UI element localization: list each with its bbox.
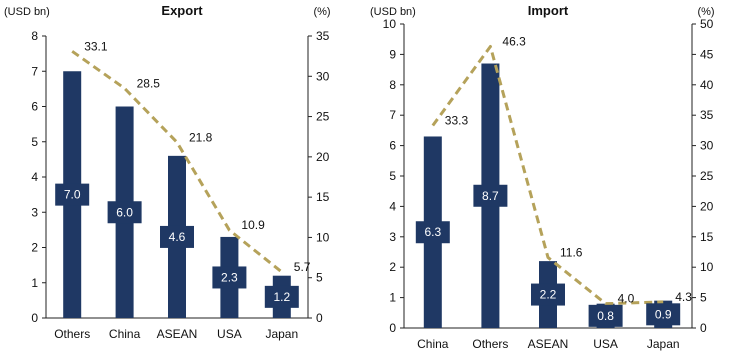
export-bar-value-label: 2.3 <box>221 270 238 284</box>
import-bar-value-label: 8.7 <box>482 189 499 203</box>
export-left-tick-label: 4 <box>31 170 38 184</box>
import-right-tick-label: 25 <box>700 169 714 183</box>
export-bar-label-box <box>55 183 90 206</box>
import-left-tick-label: 10 <box>383 17 397 31</box>
import-left-tick-label: 0 <box>389 321 396 335</box>
export-line-value-label: 21.8 <box>189 130 213 144</box>
export-left-tick-label: 8 <box>31 29 38 43</box>
import-left-tick-label: 6 <box>389 139 396 153</box>
import-chart-title: Import <box>528 3 569 18</box>
import-bar-value-label: 6.3 <box>424 225 441 239</box>
import-left-tick-label: 7 <box>389 108 396 122</box>
export-right-tick-label: 25 <box>316 110 330 124</box>
export-left-tick-label: 6 <box>31 100 38 114</box>
export-bar-value-label: 4.6 <box>169 230 186 244</box>
export-line-value-label: 33.1 <box>84 39 108 53</box>
export-right-tick-label: 30 <box>316 69 330 83</box>
export-left-tick-label: 2 <box>31 241 38 255</box>
export-bar-value-label: 6.0 <box>116 205 133 219</box>
import-right-tick-label: 10 <box>700 260 714 274</box>
import-left-tick-label: 1 <box>389 291 396 305</box>
import-right-tick-label: 0 <box>700 321 707 335</box>
import-right-axis-unit: (%) <box>697 6 714 18</box>
import-bar-value-label: 2.2 <box>540 288 557 302</box>
import-bar-value-label: 0.9 <box>655 307 672 321</box>
import-right-tick-label: 50 <box>700 17 714 31</box>
import-bar-label-box <box>646 303 681 326</box>
import-left-tick-label: 5 <box>389 169 396 183</box>
import-left-axis-unit: (USD bn) <box>370 6 416 18</box>
export-left-tick-label: 1 <box>31 276 38 290</box>
import-right-tick-label: 30 <box>700 139 714 153</box>
import-right-tick-label: 35 <box>700 108 714 122</box>
import-chart: Import(USD bn) (%)01234567891005101520253… <box>370 3 715 351</box>
export-category-label: Others <box>54 327 90 341</box>
import-line-value-label: 11.6 <box>560 245 583 259</box>
import-bar-label-box <box>415 221 450 244</box>
export-left-tick-label: 3 <box>31 205 38 219</box>
import-right-tick-label: 5 <box>700 291 707 305</box>
import-bar-label-box <box>473 184 508 207</box>
export-left-axis-unit: (USD bn) <box>4 6 50 18</box>
import-left-tick-label: 2 <box>389 260 396 274</box>
import-right-tick-label: 40 <box>700 78 714 92</box>
import-right-tick-label: 45 <box>700 47 714 61</box>
export-line-value-label: 5.7 <box>294 260 311 274</box>
export-left-tick-label: 0 <box>31 311 38 325</box>
import-left-tick-label: 8 <box>389 78 396 92</box>
import-left-tick-label: 4 <box>389 199 396 213</box>
export-right-tick-label: 0 <box>316 311 323 325</box>
import-category-label: Japan <box>647 337 680 351</box>
export-left-tick-label: 5 <box>31 135 38 149</box>
import-right-tick-label: 20 <box>700 199 714 213</box>
export-line-value-label: 28.5 <box>137 76 161 90</box>
export-right-axis-unit: (%) <box>313 6 330 18</box>
export-bar-label-box <box>107 201 142 224</box>
export-category-label: USA <box>217 327 242 341</box>
export-chart: Export (USD bn) (%) 0 1 2 3 4 5 6 7 8 0 5 10 15 20 25 30 35… <box>4 3 331 341</box>
export-share-line <box>71 50 283 274</box>
export-category-label: China <box>109 327 141 341</box>
export-right-tick-label: 35 <box>316 29 330 43</box>
import-bar-label-box <box>588 304 623 327</box>
export-right-tick-label: 10 <box>316 230 330 244</box>
export-category-label: Japan <box>265 327 298 341</box>
import-right-tick-label: 15 <box>700 230 714 244</box>
import-line-value-label: 33.3 <box>445 114 469 128</box>
import-bar-label-box <box>531 283 565 306</box>
export-bar-label-box <box>264 285 299 308</box>
export-bar-value-label: 7.0 <box>64 188 81 202</box>
import-line-value-label: 46.3 <box>502 34 526 48</box>
export-bar-value-label: 1.2 <box>273 290 290 304</box>
import-line-value-label: 4.3 <box>675 290 692 304</box>
export-left-tick-label: 7 <box>31 64 38 78</box>
export-bar-label-box <box>160 225 194 248</box>
import-share-line <box>431 44 664 306</box>
export-right-tick-label: 15 <box>316 190 330 204</box>
export-line-value-label: 10.9 <box>241 218 265 232</box>
export-category-label: ASEAN <box>157 327 198 341</box>
import-left-tick-label: 3 <box>389 230 396 244</box>
import-category-label: ASEAN <box>528 337 569 351</box>
import-left-tick-label: 9 <box>389 47 396 61</box>
import-bar-value-label: 0.8 <box>597 309 614 323</box>
import-line-value-label: 4.0 <box>618 292 635 306</box>
export-right-tick-label: 20 <box>316 150 330 164</box>
import-category-label: Others <box>472 337 508 351</box>
export-right-tick-label: 5 <box>316 271 323 285</box>
export-bar-label-box <box>212 266 247 289</box>
export-chart-title: Export <box>161 3 203 18</box>
import-category-label: USA <box>593 337 618 351</box>
import-category-label: China <box>417 337 449 351</box>
